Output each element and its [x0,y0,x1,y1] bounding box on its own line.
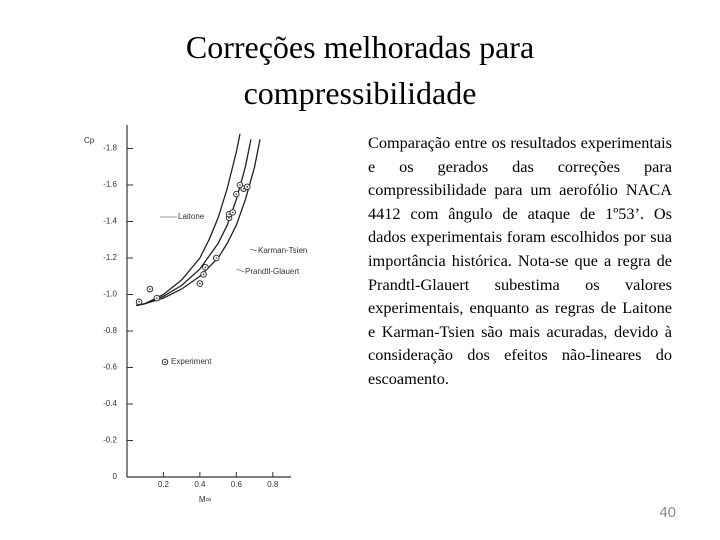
point-dot [228,213,230,215]
x-tick-label: 0.4 [194,480,206,489]
y-tick-label: -1.0 [103,290,117,299]
point-dot [228,217,230,219]
curve-label: Laitone [178,212,205,221]
point-dot [246,186,249,188]
leader-line [249,248,258,252]
point-dot [235,193,238,195]
point-dot [239,184,241,186]
y-tick-label: -1.4 [103,217,117,226]
curve [135,139,261,307]
legend-label: Experiment [171,357,212,366]
y-tick-label: -0.2 [103,436,117,445]
point-dot [242,187,245,190]
point-dot [149,288,151,290]
x-tick-label: 0.6 [231,480,243,489]
point-dot [231,211,234,214]
y-tick-label: -1.6 [103,180,117,189]
title-line: Correções melhoradas para [185,29,535,65]
y-tick-label: 0 [113,472,118,481]
y-tick-label: -1.2 [103,253,117,262]
point-dot [202,273,205,276]
y-tick-label: -0.4 [103,399,117,408]
x-axis-label: M∞ [199,495,212,504]
y-axis-label: Cp [84,136,95,145]
curve-label: Karman-Tsien [258,246,307,255]
point-dot [204,266,207,268]
x-tick-label: 0.2 [158,480,170,489]
x-tick-label: 0.8 [267,480,279,489]
y-tick-label: -0.6 [103,363,117,372]
page-number: 40 [659,504,676,521]
point-dot [156,297,158,299]
title-line: compressibilidade [243,75,477,111]
y-tick-label: -1.8 [103,144,117,153]
chart: Cp M∞ -1.8-1.8-1.6-1.4-1.2-1.0-0.8-0.6-0… [84,125,307,504]
y-tick-label: -0.8 [103,326,117,335]
point-dot [199,282,201,285]
legend-dot [164,361,166,363]
curve-label: Prandtl-Glauert [245,267,300,276]
point-dot [215,257,218,259]
leader-line [236,268,245,273]
body-text: Comparação entre os resultados experimen… [368,133,672,388]
point-dot [138,301,140,303]
slide-title: Correções melhoradas para compressibilid… [0,24,720,116]
